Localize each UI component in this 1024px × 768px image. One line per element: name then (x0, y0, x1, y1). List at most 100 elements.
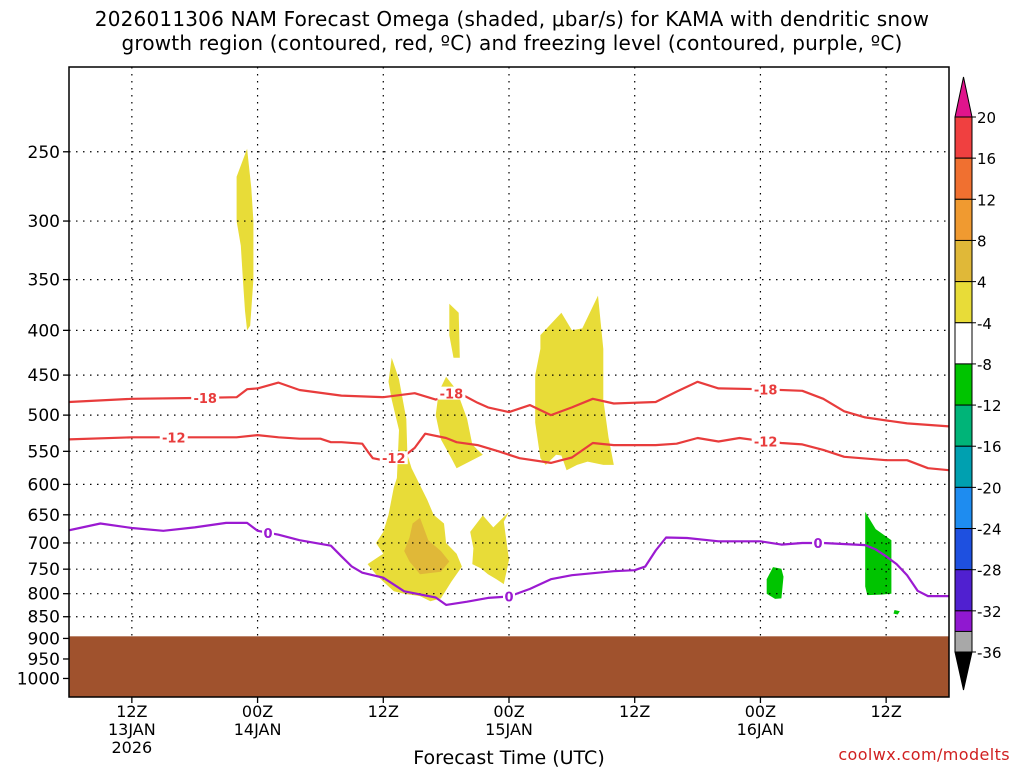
x-tick-label-6-2: 16JAN (737, 720, 785, 739)
colorbar-top-arrow (954, 76, 973, 118)
omega-region-9 (865, 511, 892, 596)
colorbar-label-1: 20 (977, 109, 996, 127)
y-tick-label-800: 800 (28, 585, 60, 605)
colorbar-label-4: 8 (977, 232, 987, 250)
colorbar-label-6: -4 (977, 315, 992, 333)
y-tick-label-700: 700 (28, 534, 60, 554)
omega-region-1 (236, 148, 254, 331)
x-tick-label-7-1: 12Z (870, 702, 901, 721)
colorbar-swatch-10 (954, 486, 973, 530)
freezing-level-contour-label-bg-1-2 (503, 589, 515, 603)
dgz-contour-label-bg-1-2 (437, 386, 466, 400)
colorbar-label-5: 4 (977, 274, 987, 292)
freezing-level-contour-label-1-3: 0 (814, 537, 823, 552)
omega-region-3 (367, 357, 462, 602)
dgz-contour-label-1-1: -18 (193, 392, 217, 407)
dgz-contour-label-bg-2-1 (159, 430, 188, 444)
colorbar-swatch-1 (954, 116, 973, 159)
y-tick-label-400: 400 (28, 321, 60, 341)
colorbar-swatch-14 (954, 630, 973, 653)
freezing-level-contour-label-1-1: 0 (264, 527, 273, 542)
dgz-contour-label-1-3: -18 (754, 383, 778, 398)
colorbar-label-10: -20 (977, 479, 1002, 497)
y-tick-label-600: 600 (28, 475, 60, 495)
x-tick-label-4-1: 00Z (493, 702, 524, 721)
colorbar-label-8: -12 (977, 397, 1002, 415)
x-tick-label-5-1: 12Z (619, 702, 650, 721)
y-tick-label-350: 350 (28, 271, 60, 291)
dgz-contour-label-2-2: -12 (382, 452, 406, 467)
omega-region-5 (435, 376, 483, 469)
omega-region-10 (893, 610, 900, 615)
terrain-below-ground (69, 636, 949, 697)
colorbar-swatch-12 (954, 569, 973, 612)
omega-shading-layer (236, 148, 900, 615)
x-tick-label-4-2: 15JAN (485, 720, 533, 739)
colorbar-label-11: -24 (977, 521, 1002, 539)
colorbar-label-2: 16 (977, 150, 996, 168)
dgz-contour-label-2-3: -12 (754, 435, 778, 450)
source-credit: coolwx.com/modelts (838, 745, 1010, 764)
x-tick-label-1-2: 13JAN (108, 720, 156, 739)
y-tick-label-450: 450 (28, 366, 60, 386)
dgz-contour-label-bg-2-3 (751, 434, 780, 448)
colorbar-label-9: -16 (977, 438, 1002, 456)
dgz-contour-label-bg-1-3 (751, 382, 780, 396)
colorbar-label-3: 12 (977, 191, 996, 209)
freezing-level-contour-label-bg-1-3 (812, 535, 825, 549)
y-tick-label-900: 900 (28, 629, 60, 649)
contour-labels: -18 -18 -18 -12 -12 -12 0 0 0 (159, 382, 825, 606)
chart-title-line-2: growth region (contoured, red, ºC) and f… (121, 31, 903, 55)
y-tick-label-650: 650 (28, 506, 60, 526)
x-axis-label: Forecast Time (UTC) (413, 747, 604, 768)
colorbar: 20 16 12 8 4 -4 -8 -12 -16 -20 -24 -28 -32 -36 (954, 76, 1002, 691)
dgz-contour-line-1 (69, 380, 949, 428)
omega-region-6 (470, 511, 509, 585)
x-tick-label-2-2: 14JAN (234, 720, 282, 739)
y-tick-label-550: 550 (28, 442, 60, 462)
contour-layer (69, 380, 949, 607)
colorbar-swatch-9 (954, 445, 973, 488)
y-tick-label-300: 300 (28, 212, 60, 232)
colorbar-swatch-11 (954, 528, 973, 571)
dgz-contour-label-bg-1-1 (191, 390, 220, 404)
freezing-level-contour-label-bg-1-1 (262, 525, 275, 539)
terrain-layer (69, 636, 949, 697)
y-axis: 2503003504004505005506006507007508008509… (17, 143, 69, 689)
y-tick-label-250: 250 (28, 143, 60, 163)
dgz-contour-label-2-1: -12 (162, 431, 186, 446)
omega-region-4 (404, 517, 450, 575)
x-tick-label-3-1: 12Z (368, 702, 399, 721)
colorbar-bottom-arrow (954, 651, 973, 691)
y-tick-label-950: 950 (28, 650, 60, 670)
y-tick-label-500: 500 (28, 406, 60, 426)
colorbar-label-7: -8 (977, 356, 992, 374)
chart-title-line-1: 2026011306 NAM Forecast Omega (shaded, μ… (94, 7, 930, 31)
freezing-level-contour-line-1 (69, 521, 949, 607)
colorbar-swatch-4 (954, 239, 973, 283)
colorbar-label-13: -32 (977, 603, 1002, 621)
x-tick-label-6-1: 00Z (745, 702, 776, 721)
dgz-contour-label-1-2: -18 (440, 388, 464, 403)
colorbar-swatch-7 (954, 363, 973, 406)
x-tick-label-1-3: 2026 (111, 738, 152, 757)
y-tick-label-750: 750 (28, 560, 60, 580)
freezing-level-contour-label-1-2: 0 (504, 591, 513, 606)
colorbar-swatch-6 (954, 322, 973, 365)
colorbar-swatch-2 (954, 157, 973, 200)
y-tick-label-850: 850 (28, 608, 60, 628)
x-tick-label-2-1: 00Z (242, 702, 273, 721)
x-tick-label-1-1: 12Z (116, 702, 147, 721)
dgz-contour-label-bg-2-2 (379, 451, 408, 465)
colorbar-swatch-8 (954, 404, 973, 447)
colorbar-label-12: -28 (977, 562, 1002, 580)
omega-region-7 (535, 295, 614, 471)
dgz-contour-line-2 (69, 432, 949, 472)
colorbar-swatch-3 (954, 198, 973, 241)
y-tick-label-1000: 1000 (17, 669, 60, 689)
colorbar-swatch-5 (954, 281, 973, 324)
colorbar-label-14: -36 (977, 644, 1002, 662)
omega-region-8 (766, 567, 784, 599)
